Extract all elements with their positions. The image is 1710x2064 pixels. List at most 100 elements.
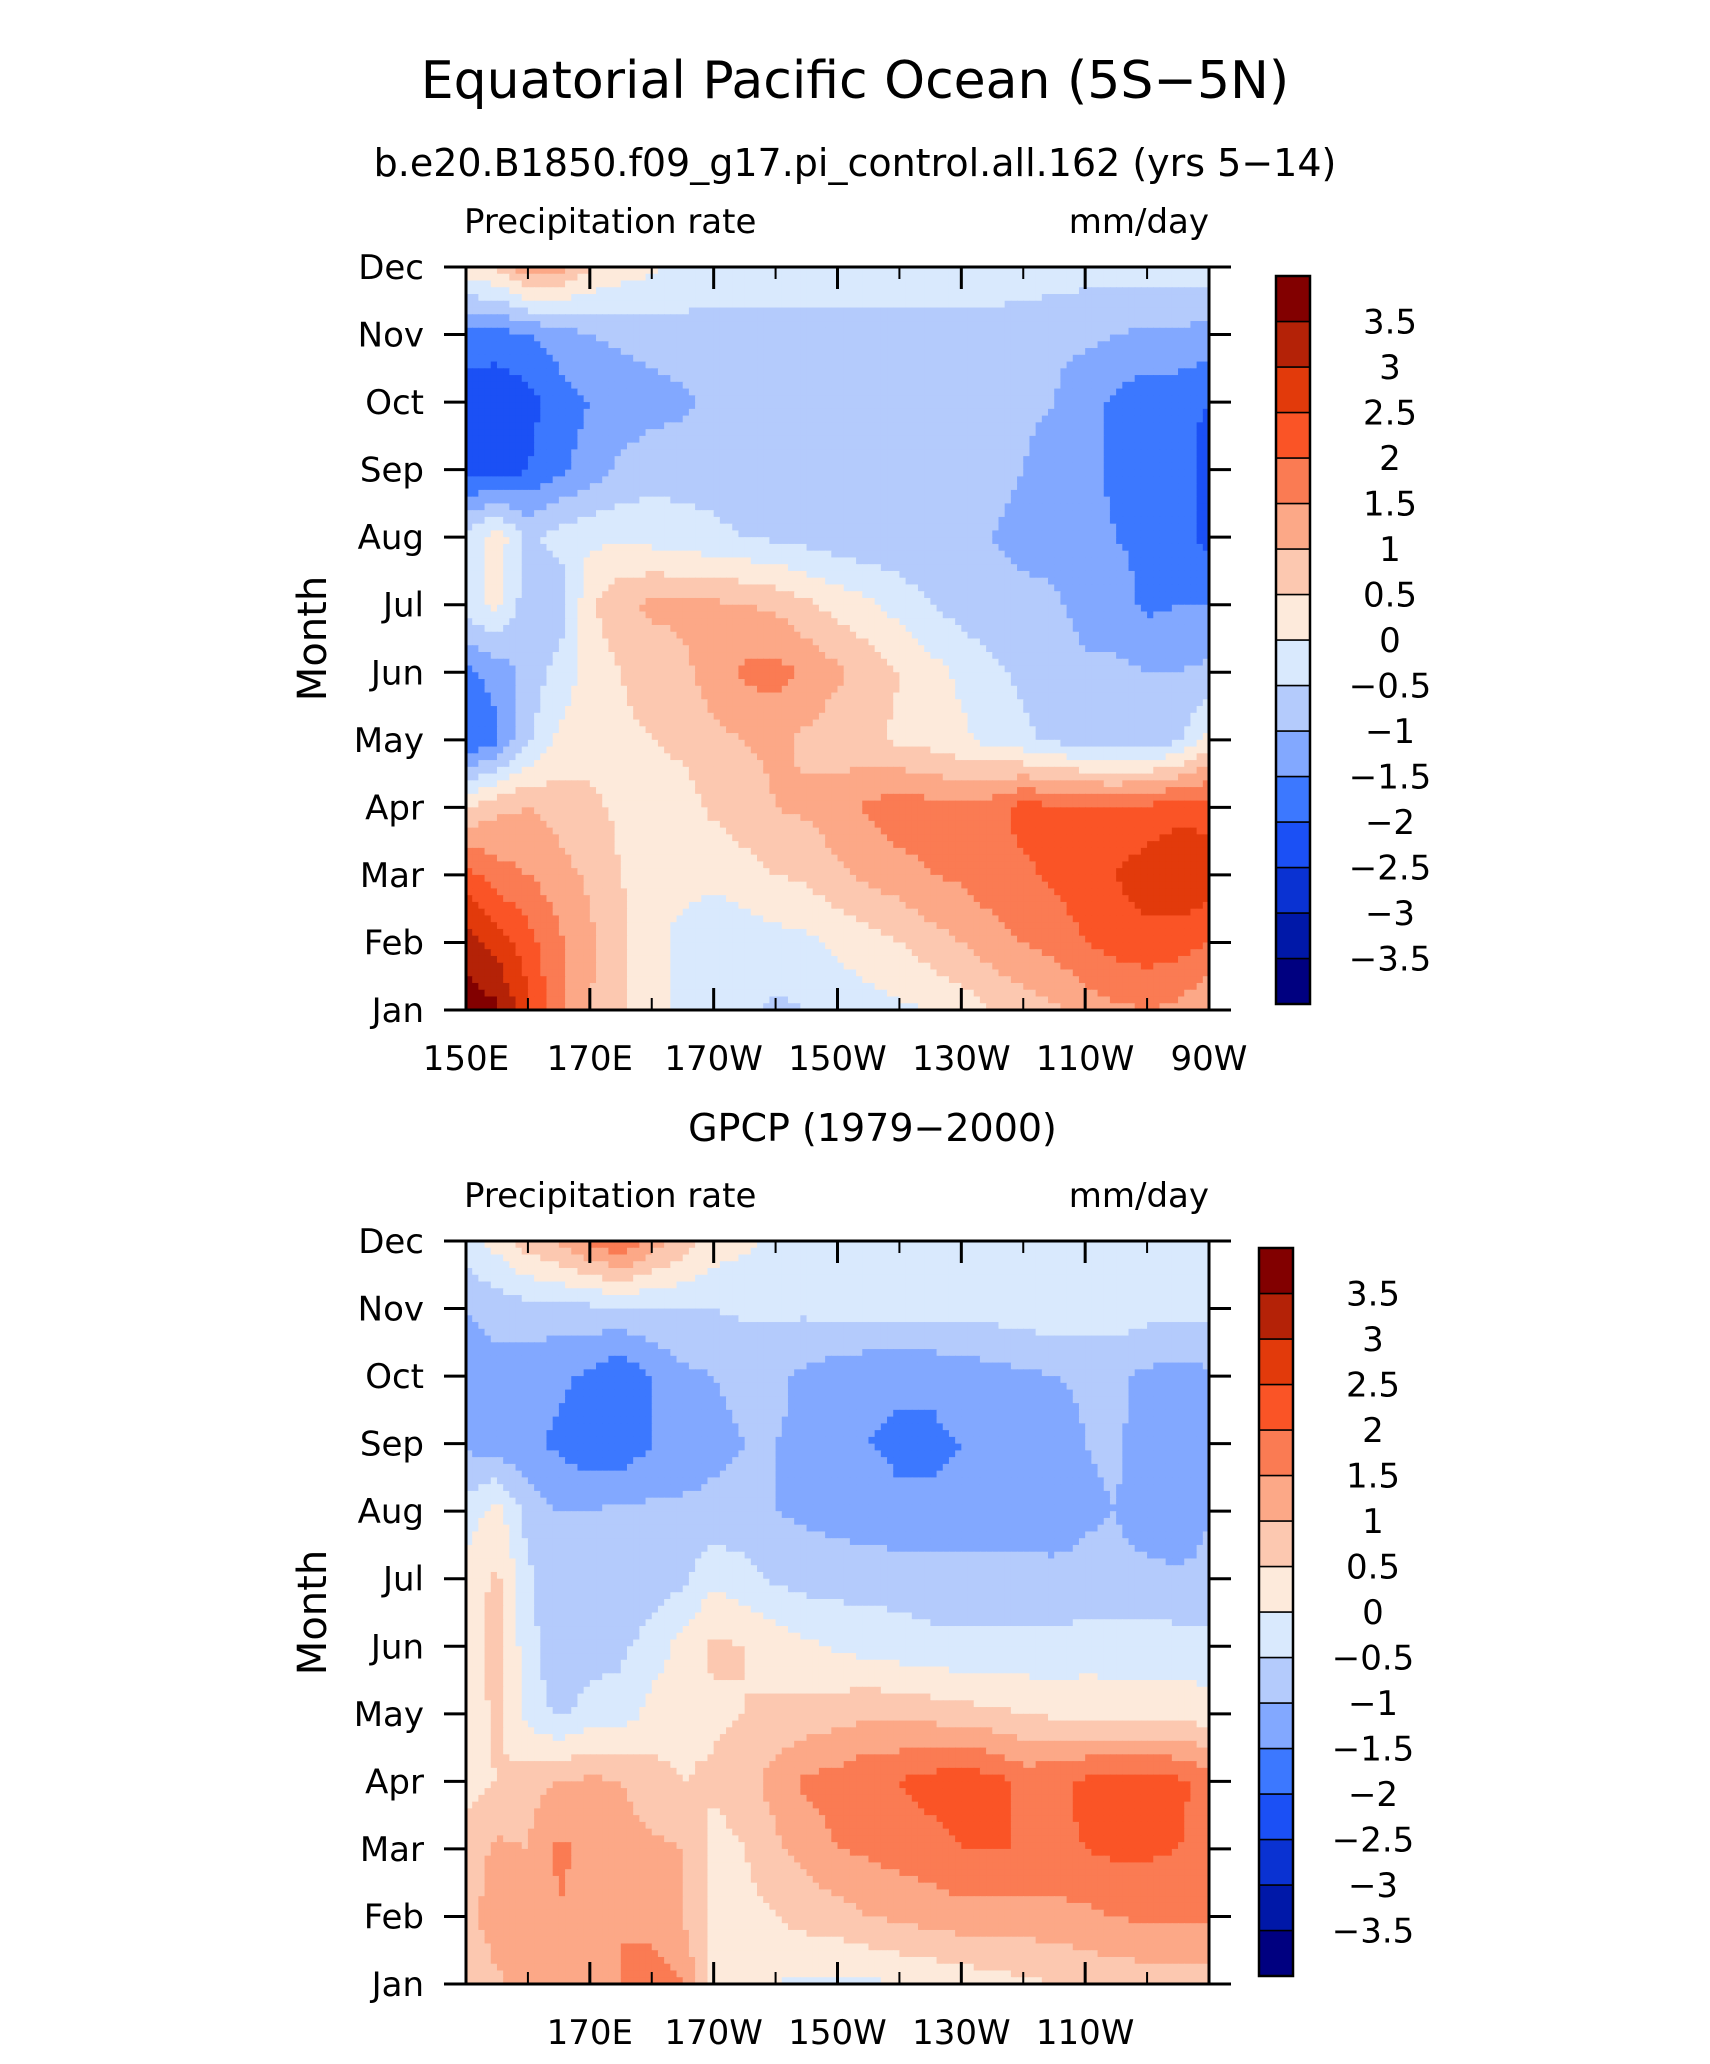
field-cell <box>769 516 777 525</box>
field-cell <box>1140 321 1148 329</box>
field-cell <box>639 510 647 518</box>
field-cell <box>589 543 597 552</box>
field-cell <box>602 510 610 518</box>
field-cell <box>1035 375 1043 383</box>
field-cell <box>1078 402 1086 410</box>
field-cell <box>1159 287 1167 295</box>
field-cell <box>856 496 863 505</box>
field-cell <box>924 348 932 356</box>
field-cell <box>565 415 572 424</box>
field-cell <box>986 388 993 397</box>
field-cell <box>905 395 913 403</box>
field-cell <box>707 496 715 505</box>
field-cell <box>571 273 579 282</box>
field-cell <box>967 429 975 437</box>
field-cell <box>521 510 529 518</box>
field-cell <box>484 462 492 471</box>
field-cell <box>986 300 993 309</box>
field-cell <box>1202 476 1209 484</box>
field-cell <box>701 422 709 430</box>
field-cell <box>800 422 808 430</box>
field-cell <box>732 523 740 532</box>
field-cell <box>979 294 987 302</box>
field-cell <box>806 543 814 552</box>
field-cell <box>893 429 901 437</box>
field-cell <box>924 395 932 403</box>
field-cell <box>769 395 777 403</box>
field-cell <box>831 287 839 295</box>
field-cell <box>534 307 541 315</box>
field-cell <box>942 368 950 376</box>
field-cell <box>540 348 548 356</box>
field-cell <box>1085 354 1093 363</box>
field-cell <box>775 429 783 437</box>
field-cell <box>1085 368 1093 376</box>
field-cell <box>521 429 529 437</box>
field-cell <box>924 294 932 302</box>
field-cell <box>682 321 690 329</box>
field-cell <box>552 489 560 498</box>
field-cell <box>670 422 678 430</box>
field-cell <box>1134 435 1142 444</box>
field-cell <box>787 435 795 444</box>
field-cell <box>670 300 678 309</box>
field-cell <box>825 429 833 437</box>
field-cell <box>565 354 572 363</box>
field-cell <box>874 334 882 342</box>
field-cell <box>608 435 616 444</box>
field-cell <box>979 449 987 457</box>
field-cell <box>490 354 498 363</box>
field-cell <box>831 496 839 505</box>
field-cell <box>1017 462 1024 471</box>
field-cell <box>1060 489 1068 498</box>
field-cell <box>1109 361 1117 370</box>
field-cell <box>1196 516 1204 525</box>
field-cell <box>1196 462 1204 471</box>
field-cell <box>775 267 783 275</box>
field-cell <box>837 543 845 552</box>
field-cell <box>1072 287 1080 295</box>
field-cell <box>862 523 870 532</box>
field-cell <box>775 381 783 390</box>
field-cell <box>602 543 610 552</box>
field-cell <box>651 294 659 302</box>
field-cell <box>825 334 833 342</box>
field-cell <box>843 341 851 349</box>
field-cell <box>1085 415 1093 424</box>
field-cell <box>602 516 610 525</box>
field-cell <box>1178 435 1185 444</box>
field-cell <box>1122 314 1130 322</box>
field-cell <box>1010 462 1018 471</box>
field-cell <box>992 476 1000 484</box>
field-cell <box>868 273 876 282</box>
field-cell <box>818 307 826 315</box>
field-cell <box>1122 429 1130 437</box>
field-cell <box>924 456 932 464</box>
field-cell <box>757 375 764 383</box>
field-cell <box>664 449 672 457</box>
field-cell <box>1010 537 1018 545</box>
field-cell <box>1202 516 1209 525</box>
field-cell <box>1196 489 1204 498</box>
field-cell <box>484 395 492 403</box>
field-cell <box>596 523 603 532</box>
field-cell <box>973 469 981 478</box>
field-cell <box>676 469 684 478</box>
field-cell <box>1085 476 1093 484</box>
field-cell <box>1122 388 1130 397</box>
field-cell <box>645 516 653 525</box>
field-cell <box>757 503 764 511</box>
field-cell <box>682 280 690 288</box>
field-cell <box>496 415 504 424</box>
field-cell <box>651 442 659 451</box>
field-cell <box>726 341 733 349</box>
field-cell <box>1097 294 1105 302</box>
field-cell <box>509 375 517 383</box>
field-cell <box>509 489 517 498</box>
field-cell <box>608 462 616 471</box>
field-cell <box>688 348 696 356</box>
field-cell <box>744 469 752 478</box>
field-cell <box>1171 354 1179 363</box>
field-cell <box>1029 300 1037 309</box>
field-cell <box>682 334 690 342</box>
